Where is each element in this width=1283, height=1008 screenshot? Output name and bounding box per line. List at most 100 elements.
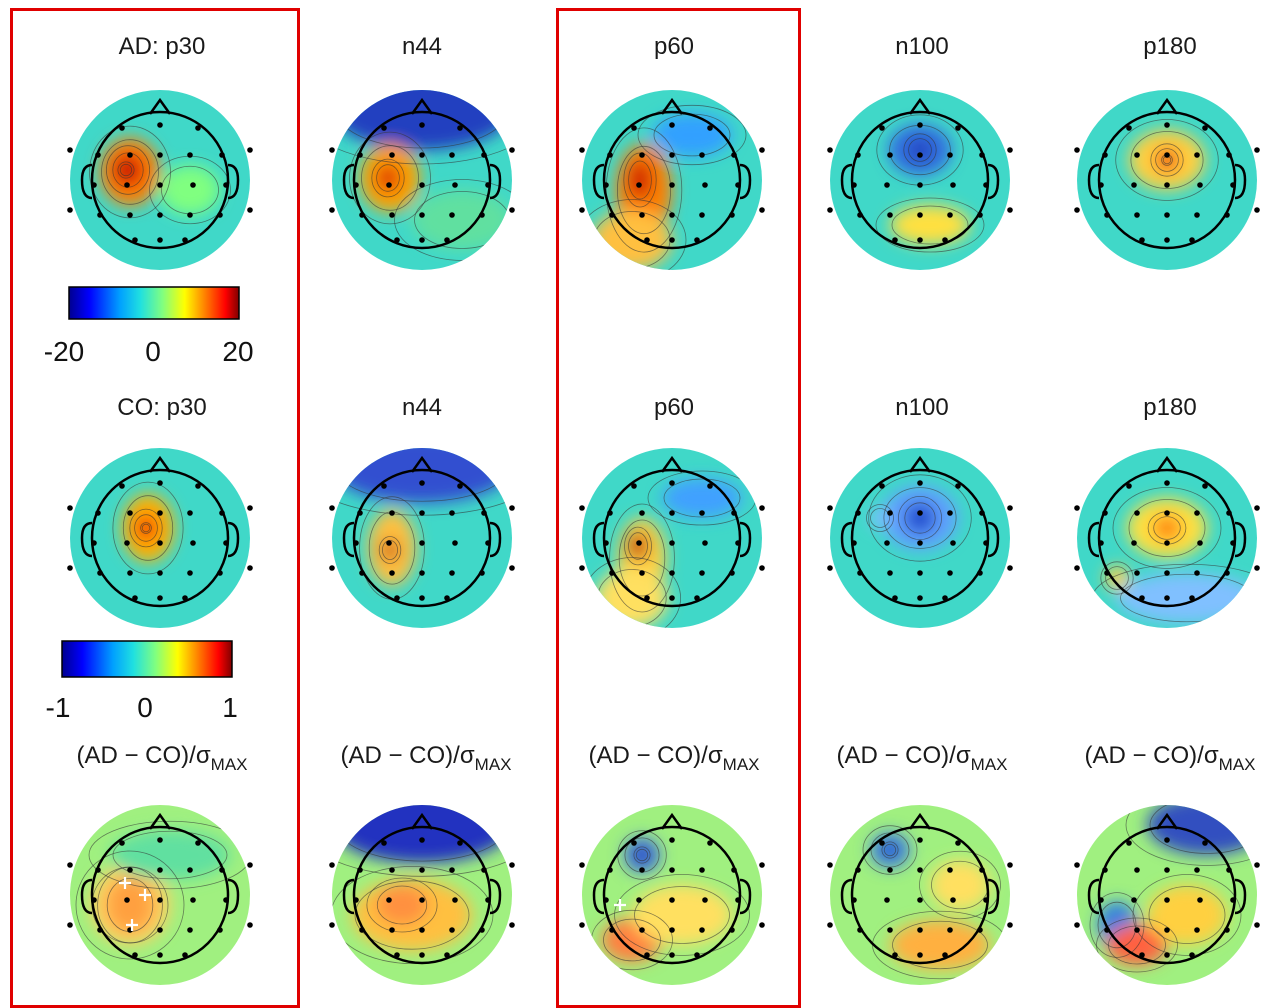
significance-marker [126, 919, 138, 931]
electrode-dot [394, 237, 400, 243]
electrode-dot [735, 182, 741, 188]
electrode-dot [603, 897, 609, 903]
map-title-ad-n44: n44 [401, 33, 443, 60]
electrode-dot [509, 505, 515, 511]
topomap-contour [1128, 499, 1206, 557]
electrode-dot [603, 540, 609, 546]
electrode-dot [639, 867, 645, 873]
electrode-dot [917, 122, 923, 128]
head-outline [1097, 825, 1237, 965]
topomap-contour [354, 880, 470, 950]
electrode-dot [669, 152, 675, 158]
electrode-dot [67, 922, 73, 928]
electrode-dot [182, 952, 188, 958]
topomap-activity-region [1117, 573, 1257, 623]
electrode-dot [609, 570, 615, 576]
topomap-contour [332, 90, 512, 165]
nose-icon [148, 455, 172, 473]
electrode-dot [735, 540, 741, 546]
head-outline [90, 825, 230, 965]
electrode-dot [1074, 922, 1080, 928]
electrode-dot [157, 570, 163, 576]
topomap-contour [628, 532, 648, 560]
ear-icon [1234, 878, 1247, 915]
electrode-dot [1102, 867, 1108, 873]
topomap-activity-region [160, 165, 220, 215]
ear-icon [80, 521, 93, 558]
topomap-contour [122, 495, 174, 561]
electrode-dot [247, 922, 253, 928]
ear-icon [342, 521, 355, 558]
topomap-co-n100 [827, 448, 1013, 628]
electrode-dot [1139, 595, 1145, 601]
electrode-dot [1134, 927, 1140, 933]
electrode-dot [917, 540, 923, 546]
topomap-contour [614, 874, 750, 956]
colorbar-diff-tick-min: -1 [45, 692, 71, 723]
electrode-dot [759, 922, 765, 928]
electrode-dot [731, 867, 737, 873]
topomap-contour [75, 850, 185, 960]
topomap-activity-region [592, 210, 672, 270]
topomap-contour [623, 152, 657, 208]
map-title-diff-n100-text: (AD − CO)/σ [836, 742, 971, 769]
electrode-dot [190, 540, 196, 546]
electrode-dot [950, 540, 956, 546]
electrode-dot [359, 212, 365, 218]
electrode-dot [1189, 952, 1195, 958]
electrode-dot [1007, 565, 1013, 571]
topomap-contour [663, 478, 741, 518]
electrode-dot [1134, 152, 1140, 158]
topomap-activity-region [636, 849, 648, 861]
ear-icon [840, 521, 853, 558]
electrode-dot [157, 510, 163, 516]
electrode-dot [955, 483, 961, 489]
electrode-dot [977, 212, 983, 218]
electrode-dot [1104, 570, 1110, 576]
electrode-dot [449, 867, 455, 873]
electrode-dot [1126, 840, 1132, 846]
electrode-dot [950, 897, 956, 903]
electrode-dot [157, 152, 163, 158]
electrode-dot [1074, 207, 1080, 213]
topomap-contour [89, 125, 171, 219]
head-outline [352, 110, 492, 250]
electrode-dot [394, 595, 400, 601]
electrode-dot [187, 152, 193, 158]
electrode-dot [1131, 182, 1137, 188]
electrode-dot [353, 897, 359, 903]
ear-icon [489, 878, 502, 915]
electrode-dot [1202, 483, 1208, 489]
electrode-dot [917, 952, 923, 958]
electrode-dot [702, 540, 708, 546]
topomap-activity-region [1147, 805, 1257, 855]
ear-icon [489, 163, 502, 200]
electrode-dot [1007, 505, 1013, 511]
electrode-dot [187, 570, 193, 576]
electrode-dot [1164, 540, 1170, 546]
electrode-dot [67, 505, 73, 511]
ear-icon [987, 163, 1000, 200]
electrode-dot [669, 837, 675, 843]
electrode-dot [449, 152, 455, 158]
topomap-contour [635, 848, 649, 862]
electrode-dot [1102, 510, 1108, 516]
electrode-dot [217, 927, 223, 933]
electrode-dot [381, 483, 387, 489]
topomap-contour [1097, 901, 1137, 949]
electrode-dot [247, 147, 253, 153]
electrode-dot [353, 182, 359, 188]
electrode-dot [419, 927, 425, 933]
electrode-dot [157, 927, 163, 933]
electrode-dot [1230, 182, 1236, 188]
topomap-activity-region [652, 113, 732, 157]
topomap-activity-region [106, 877, 154, 933]
electrode-dot [1224, 570, 1230, 576]
topomap-activity-region [110, 830, 230, 880]
electrode-dot [329, 505, 335, 511]
topomap-contour [904, 502, 936, 534]
topomap-contour [112, 481, 184, 575]
map-title-co-p60: p60 [653, 394, 695, 421]
topomap-co-n44 [329, 448, 515, 628]
electrode-dot [1007, 922, 1013, 928]
